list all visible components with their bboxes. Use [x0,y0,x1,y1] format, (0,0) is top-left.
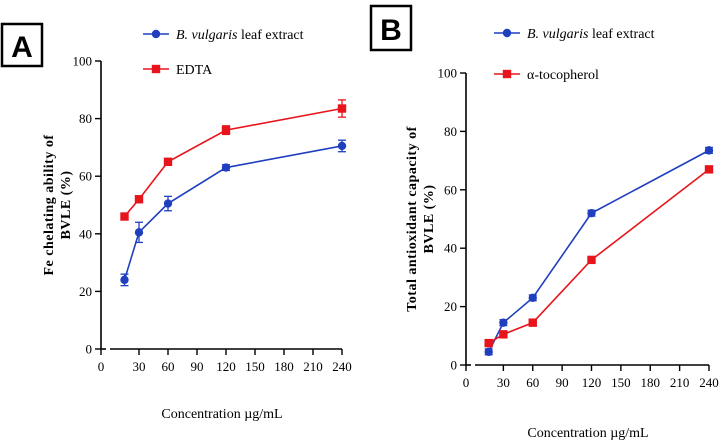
data-point [337,104,347,113]
data-point [499,318,508,327]
legend-label: α-tocopherol [527,68,599,83]
y-tick-label: 40 [79,226,92,241]
y-tick-label: 80 [444,124,457,139]
x-tick-label: 210 [670,375,690,390]
data-point [704,165,714,174]
y-tick-label: 40 [444,241,457,256]
data-point [499,330,508,339]
data-point [163,199,173,208]
panel-b: B 0 20 40 60 80 100 0 30 60 90 120 150 180 210 240 Conce… [369,4,719,441]
y-tick-label: 100 [438,66,458,81]
data-point [484,338,493,348]
legend-marker [502,69,512,79]
data-point [528,318,537,327]
x-tick-label: 0 [463,375,470,390]
x-tick-label: 150 [245,359,265,374]
panel-label-box [369,4,413,52]
x-tick-label: 180 [274,359,294,374]
data-point [587,208,596,218]
x-tick-label: 60 [162,359,175,374]
y-tick-label: 0 [451,358,458,373]
y-tick-label: 20 [444,299,457,314]
y-axis-title-line: BVLE (%) [422,185,437,254]
panel-label: A [11,31,33,64]
x-tick-label: 0 [98,359,105,374]
legend-marker [502,28,512,38]
x-tick-label: 30 [133,359,146,374]
legend-label: B. vulgaris leaf extract [527,27,655,42]
legend-label: B. vulgaris leaf extract [176,28,304,43]
data-point [134,195,144,204]
x-axis-title: Concentration µg/mL [161,407,282,422]
legend-label-rest: leaf extract [237,28,303,43]
data-point [221,163,231,172]
legend-label-rest: α-tocopherol [527,68,599,83]
data-point [528,293,537,303]
x-tick-label: 90 [191,359,204,374]
data-point [120,212,129,221]
legend-label-italic: B. vulgaris [176,28,238,43]
x-tick-label: 30 [497,375,510,390]
y-tick-label: 0 [86,342,93,357]
panel-label: B [380,14,402,47]
y-axis-title-line: Fe chelating ability of [42,135,57,276]
legend-label: EDTA [176,63,213,78]
y-axis-title-line: Total antioxidant capacity of [405,126,420,312]
y-tick-label: 20 [79,284,92,299]
data-point [163,157,173,166]
legend-marker [151,29,161,39]
legend-label-italic: B. vulgaris [527,27,589,42]
series-line [123,145,343,281]
x-tick-label: 240 [332,359,352,374]
data-point [337,141,347,151]
y-axis-title: Total antioxidant capacity of BVLE (%) [405,126,437,312]
series-line [488,168,710,344]
y-tick-label: 60 [444,182,457,197]
x-tick-label: 240 [699,375,719,390]
x-tick-label: 120 [582,375,602,390]
y-axis-title: Fe chelating ability of BVLE (%) [42,135,74,276]
x-tick-label: 120 [216,359,236,374]
legend-label-rest: leaf extract [588,27,654,42]
x-tick-label: 180 [641,375,661,390]
x-tick-label: 60 [526,375,539,390]
data-point [221,125,231,135]
y-tick-label: 60 [79,169,92,184]
y-axis-title-line: BVLE (%) [59,171,74,240]
data-point [120,275,129,285]
y-tick-label: 100 [73,54,93,69]
data-point [134,228,144,237]
panel-label-box [0,22,44,68]
data-point [587,255,596,265]
legend-label-rest: EDTA [176,63,213,78]
x-axis-title: Concentration µg/mL [527,426,648,441]
x-tick-label: 150 [611,375,631,390]
panel-a: A 0 20 40 60 80 100 0 30 60 90 120 150 180 210 240 Conce… [0,22,352,422]
data-point [484,347,493,357]
x-tick-label: 90 [556,375,569,390]
legend-marker [151,64,161,74]
series-line [123,107,343,218]
data-point [704,146,714,155]
y-tick-label: 80 [79,111,92,126]
series-line [487,149,710,353]
x-tick-label: 210 [303,359,323,374]
